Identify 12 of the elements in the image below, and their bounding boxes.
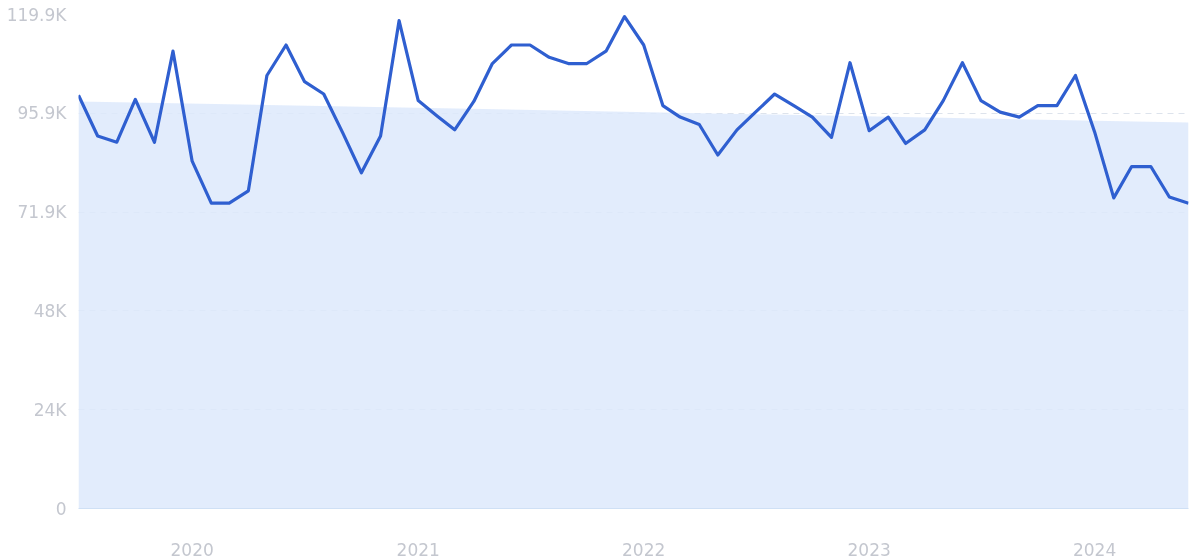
y-tick-label: 0: [55, 498, 67, 519]
y-tick-label: 48K: [33, 300, 68, 321]
x-tick-label: 2021: [396, 539, 440, 558]
y-tick-label: 24K: [33, 399, 68, 420]
y-tick-label: 95.9K: [17, 103, 68, 124]
x-tick-label: 2020: [170, 539, 214, 558]
x-tick-label: 2022: [622, 539, 666, 558]
y-tick-label: 119.9K: [6, 4, 68, 25]
line-series: [78, 14, 1189, 205]
x-tick-label: 2023: [847, 539, 891, 558]
x-tick-label: 2024: [1072, 539, 1117, 558]
y-tick-label: 71.9K: [17, 202, 68, 223]
